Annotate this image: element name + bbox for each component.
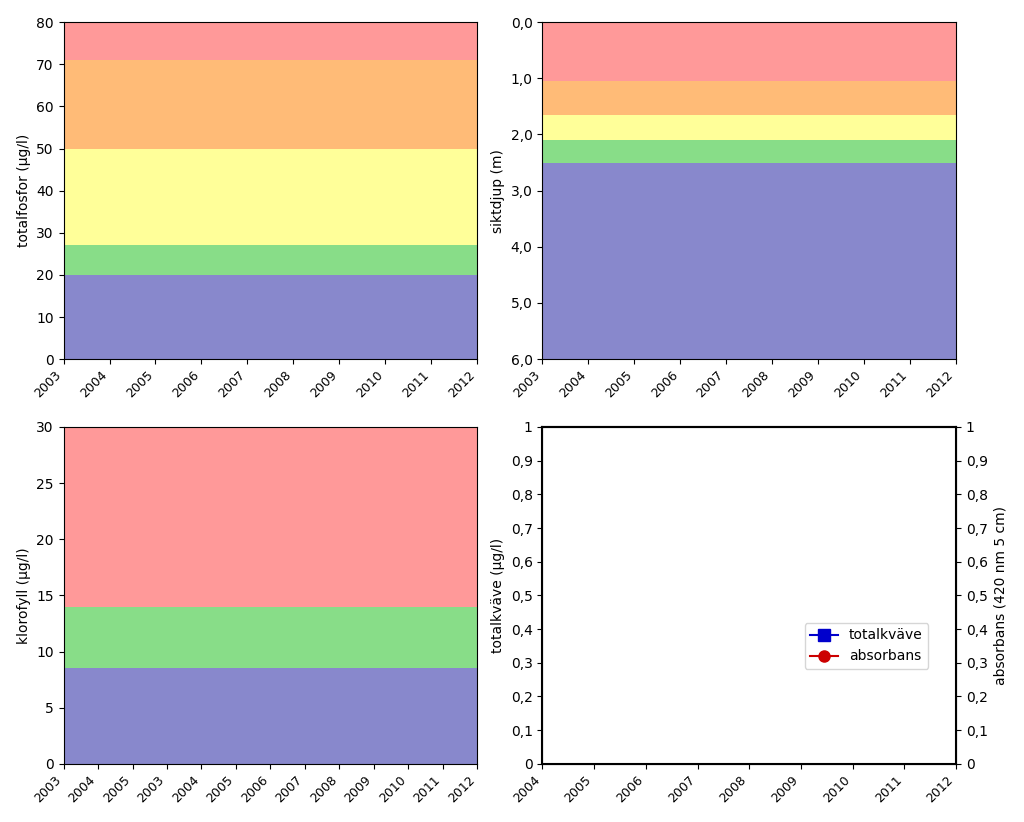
Y-axis label: siktdjup (m): siktdjup (m): [492, 149, 505, 233]
Y-axis label: totalkväve (µg/l): totalkväve (µg/l): [492, 538, 505, 653]
Y-axis label: klorofyll (µg/l): klorofyll (µg/l): [16, 547, 31, 644]
Y-axis label: totalfosfor (µg/l): totalfosfor (µg/l): [16, 134, 31, 247]
Legend: totalkväve, absorbans: totalkväve, absorbans: [805, 623, 929, 669]
Y-axis label: absorbans (420 nm 5 cm): absorbans (420 nm 5 cm): [993, 506, 1008, 685]
